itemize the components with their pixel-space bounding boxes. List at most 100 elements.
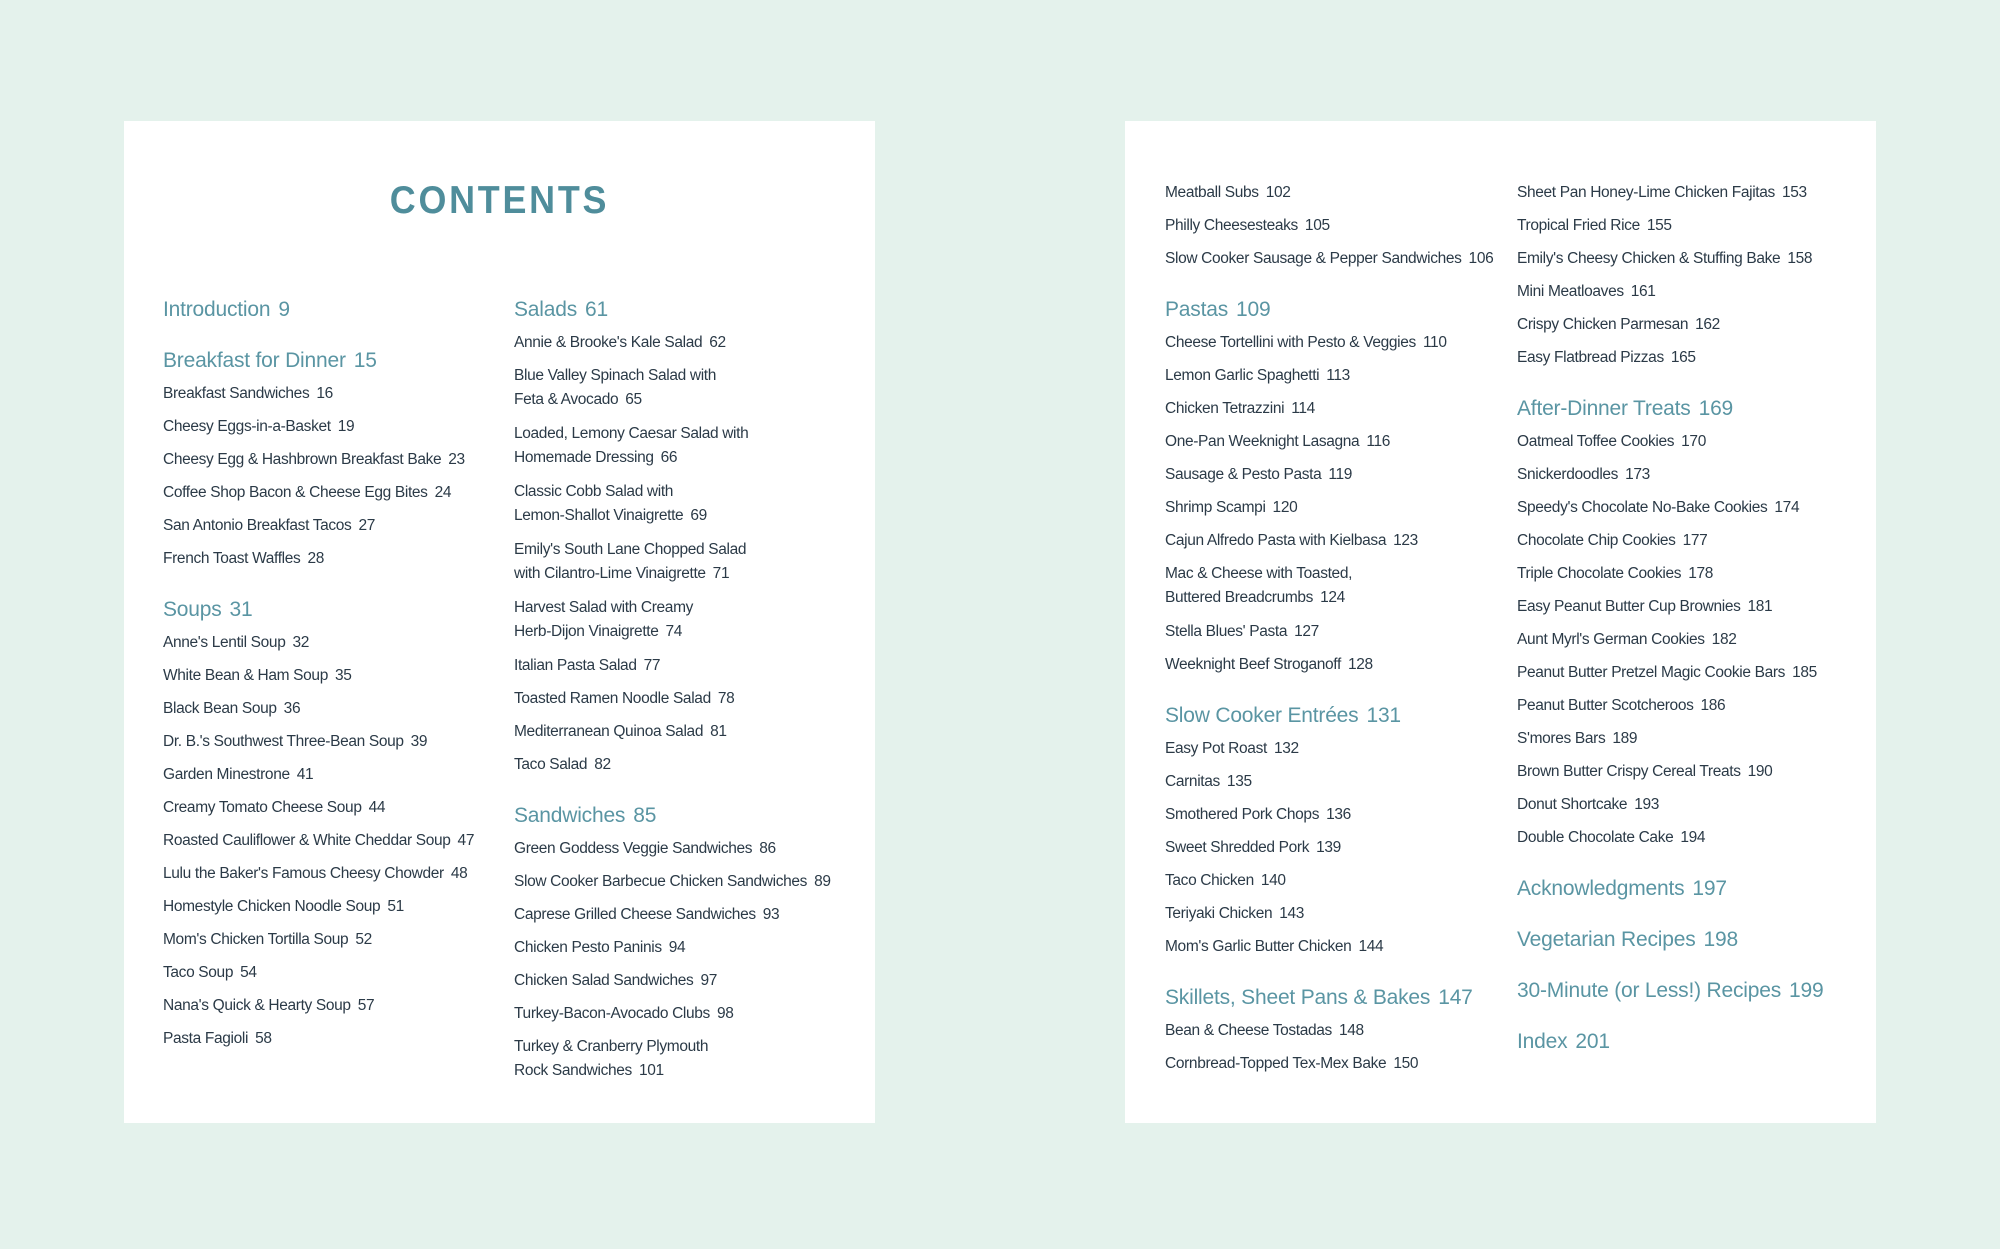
toc-section-heading[interactable]: Acknowledgments 197 <box>1517 872 1857 905</box>
toc-entry[interactable]: Sweet Shredded Pork 139 <box>1165 831 1505 864</box>
toc-entry[interactable]: White Bean & Ham Soup 35 <box>163 659 503 692</box>
toc-entry[interactable]: Cheese Tortellini with Pesto & Veggies 11… <box>1165 326 1505 359</box>
page-number: 28 <box>307 550 324 567</box>
toc-entry[interactable]: Oatmeal Toffee Cookies 170 <box>1517 425 1857 458</box>
toc-entry[interactable]: Pasta Fagioli 58 <box>163 1022 503 1055</box>
toc-section-heading[interactable]: Slow Cooker Entrées 131 <box>1165 699 1505 732</box>
toc-entry[interactable]: Smothered Pork Chops 136 <box>1165 798 1505 831</box>
entry-title: Double Chocolate Cake <box>1517 829 1674 846</box>
toc-section-heading[interactable]: Introduction 9 <box>163 293 503 326</box>
toc-section-heading[interactable]: Salads 61 <box>514 293 854 326</box>
toc-entry[interactable]: Roasted Cauliflower & White Cheddar Soup… <box>163 824 503 857</box>
toc-entry[interactable]: Anne's Lentil Soup 32 <box>163 626 503 659</box>
toc-entry[interactable]: Cheesy Eggs-in-a-Basket 19 <box>163 410 503 443</box>
toc-entry[interactable]: Toasted Ramen Noodle Salad 78 <box>514 682 854 715</box>
toc-entry[interactable]: Double Chocolate Cake 194 <box>1517 821 1857 854</box>
toc-entry[interactable]: Creamy Tomato Cheese Soup 44 <box>163 791 503 824</box>
toc-entry[interactable]: Emily's Cheesy Chicken & Stuffing Bake 15… <box>1517 242 1857 275</box>
toc-entry[interactable]: Chocolate Chip Cookies 177 <box>1517 524 1857 557</box>
toc-entry[interactable]: Donut Shortcake 193 <box>1517 788 1857 821</box>
toc-section-heading[interactable]: 30-Minute (or Less!) Recipes 199 <box>1517 974 1857 1007</box>
toc-section-heading[interactable]: Skillets, Sheet Pans & Bakes 147 <box>1165 981 1505 1014</box>
toc-section-heading[interactable]: After-Dinner Treats 169 <box>1517 392 1857 425</box>
toc-entry[interactable]: Blue Valley Spinach Salad with Feta & Avo… <box>514 359 854 412</box>
toc-entry[interactable]: Chicken Tetrazzini 114 <box>1165 392 1505 425</box>
toc-entry[interactable]: Slow Cooker Barbecue Chicken Sandwiches 8… <box>514 865 854 898</box>
toc-entry[interactable]: Mediterranean Quinoa Salad 81 <box>514 715 854 748</box>
toc-entry[interactable]: Tropical Fried Rice 155 <box>1517 209 1857 242</box>
toc-entry[interactable]: Shrimp Scampi 120 <box>1165 491 1505 524</box>
toc-entry[interactable]: Speedy's Chocolate No-Bake Cookies 174 <box>1517 491 1857 524</box>
toc-section-heading[interactable]: Vegetarian Recipes 198 <box>1517 923 1857 956</box>
toc-entry[interactable]: Turkey-Bacon-Avocado Clubs 98 <box>514 997 854 1030</box>
entry-title: Speedy's Chocolate No-Bake Cookies <box>1517 499 1768 516</box>
toc-entry[interactable]: Caprese Grilled Cheese Sandwiches 93 <box>514 898 854 931</box>
toc-entry[interactable]: Nana's Quick & Hearty Soup 57 <box>163 989 503 1022</box>
toc-entry[interactable]: Bean & Cheese Tostadas 148 <box>1165 1014 1505 1047</box>
toc-entry[interactable]: Lulu the Baker's Famous Cheesy Chowder 48 <box>163 857 503 890</box>
toc-section-heading[interactable]: Index 201 <box>1517 1025 1857 1058</box>
toc-section-heading[interactable]: Breakfast for Dinner 15 <box>163 344 503 377</box>
toc-entry[interactable]: Chicken Salad Sandwiches 97 <box>514 964 854 997</box>
toc-entry[interactable]: S'mores Bars 189 <box>1517 722 1857 755</box>
entry-title: Emily's Cheesy Chicken & Stuffing Bake <box>1517 250 1781 267</box>
toc-entry[interactable]: Taco Salad 82 <box>514 748 854 781</box>
toc-entry[interactable]: Stella Blues' Pasta 127 <box>1165 615 1505 648</box>
toc-entry[interactable]: Triple Chocolate Cookies 178 <box>1517 557 1857 590</box>
entry-title: Stella Blues' Pasta <box>1165 623 1288 640</box>
toc-entry[interactable]: Aunt Myrl's German Cookies 182 <box>1517 623 1857 656</box>
toc-entry[interactable]: Mini Meatloaves 161 <box>1517 275 1857 308</box>
toc-section-heading[interactable]: Pastas 109 <box>1165 293 1505 326</box>
toc-entry[interactable]: Taco Soup 54 <box>163 956 503 989</box>
toc-entry[interactable]: Italian Pasta Salad 77 <box>514 649 854 682</box>
toc-entry[interactable]: Cornbread-Topped Tex-Mex Bake 150 <box>1165 1047 1505 1080</box>
toc-entry[interactable]: Sheet Pan Honey-Lime Chicken Fajitas 153 <box>1517 176 1857 209</box>
entry-title: Cheesy Eggs-in-a-Basket <box>163 418 331 435</box>
toc-entry[interactable]: Easy Flatbread Pizzas 165 <box>1517 341 1857 374</box>
toc-entry[interactable]: Teriyaki Chicken 143 <box>1165 897 1505 930</box>
toc-entry[interactable]: Lemon Garlic Spaghetti 113 <box>1165 359 1505 392</box>
toc-entry[interactable]: Weeknight Beef Stroganoff 128 <box>1165 648 1505 681</box>
toc-entry[interactable]: Classic Cobb Salad with Lemon-Shallot Vin… <box>514 475 854 528</box>
toc-entry[interactable]: San Antonio Breakfast Tacos 27 <box>163 509 503 542</box>
toc-section-heading[interactable]: Sandwiches 85 <box>514 799 854 832</box>
toc-entry[interactable]: Mom's Chicken Tortilla Soup 52 <box>163 923 503 956</box>
toc-entry[interactable]: French Toast Waffles 28 <box>163 542 503 575</box>
toc-entry[interactable]: Black Bean Soup 36 <box>163 692 503 725</box>
page-number: 105 <box>1304 217 1330 234</box>
toc-entry[interactable]: Dr. B.'s Southwest Three-Bean Soup 39 <box>163 725 503 758</box>
page-number: 110 <box>1422 334 1447 351</box>
toc-entry[interactable]: Taco Chicken 140 <box>1165 864 1505 897</box>
toc-entry[interactable]: Slow Cooker Sausage & Pepper Sandwiches 1… <box>1165 242 1505 275</box>
toc-entry[interactable]: Turkey & Cranberry Plymouth Rock Sandwich… <box>514 1030 854 1083</box>
toc-entry[interactable]: Meatball Subs 102 <box>1165 176 1505 209</box>
toc-entry[interactable]: Peanut Butter Pretzel Magic Cookie Bars 1… <box>1517 656 1857 689</box>
toc-entry[interactable]: Annie & Brooke's Kale Salad 62 <box>514 326 854 359</box>
toc-entry[interactable]: Chicken Pesto Paninis 94 <box>514 931 854 964</box>
toc-entry[interactable]: Homestyle Chicken Noodle Soup 51 <box>163 890 503 923</box>
toc-entry[interactable]: Harvest Salad with Creamy Herb-Dijon Vina… <box>514 591 854 644</box>
toc-entry[interactable]: One-Pan Weeknight Lasagna 116 <box>1165 425 1505 458</box>
toc-entry[interactable]: Loaded, Lemony Caesar Salad with Homemade… <box>514 417 854 470</box>
toc-entry[interactable]: Mom's Garlic Butter Chicken 144 <box>1165 930 1505 963</box>
toc-entry[interactable]: Cajun Alfredo Pasta with Kielbasa 123 <box>1165 524 1505 557</box>
toc-entry[interactable]: Philly Cheesesteaks 105 <box>1165 209 1505 242</box>
toc-entry[interactable]: Breakfast Sandwiches 16 <box>163 377 503 410</box>
toc-entry[interactable]: Emily's South Lane Chopped Salad with Cil… <box>514 533 854 586</box>
toc-entry[interactable]: Cheesy Egg & Hashbrown Breakfast Bake 23 <box>163 443 503 476</box>
toc-entry[interactable]: Brown Butter Crispy Cereal Treats 190 <box>1517 755 1857 788</box>
toc-entry[interactable]: Peanut Butter Scotcheroos 186 <box>1517 689 1857 722</box>
toc-entry[interactable]: Snickerdoodles 173 <box>1517 458 1857 491</box>
toc-entry[interactable]: Easy Peanut Butter Cup Brownies 181 <box>1517 590 1857 623</box>
toc-entry[interactable]: Coffee Shop Bacon & Cheese Egg Bites 24 <box>163 476 503 509</box>
toc-entry[interactable]: Carnitas 135 <box>1165 765 1505 798</box>
toc-section-heading[interactable]: Soups 31 <box>163 593 503 626</box>
toc-entry[interactable]: Sausage & Pesto Pasta 119 <box>1165 458 1505 491</box>
page-number: 139 <box>1316 839 1341 856</box>
toc-entry[interactable]: Mac & Cheese with Toasted, Buttered Bread… <box>1165 557 1505 610</box>
toc-entry[interactable]: Green Goddess Veggie Sandwiches 86 <box>514 832 854 865</box>
page-number: 98 <box>716 1005 734 1022</box>
toc-entry[interactable]: Garden Minestrone 41 <box>163 758 503 791</box>
toc-entry[interactable]: Easy Pot Roast 132 <box>1165 732 1505 765</box>
toc-entry[interactable]: Crispy Chicken Parmesan 162 <box>1517 308 1857 341</box>
